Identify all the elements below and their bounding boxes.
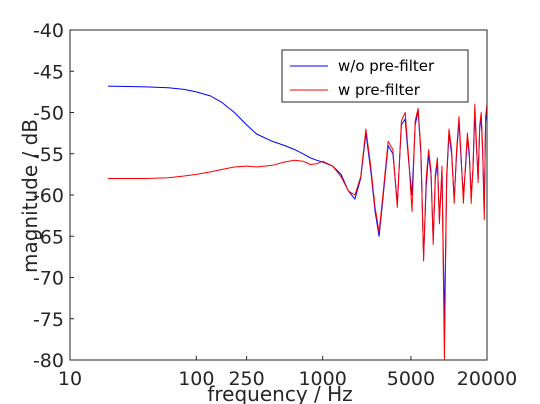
x-tick-label: 5000 <box>387 368 435 390</box>
y-tick-label: -55 <box>33 144 64 166</box>
legend-label-w-prefilter: w pre-filter <box>338 81 421 99</box>
y-tick-label: -75 <box>33 309 64 331</box>
y-tick-label: -40 <box>33 20 64 42</box>
x-tick-label: 10 <box>58 368 82 390</box>
x-tick-label: 100 <box>178 368 214 390</box>
legend: w/o pre-filter w pre-filter <box>281 49 469 103</box>
tick-layer: 10 100 250 1000 5000 20000 -80 -75 -70 -65 -60 -55 -… <box>33 20 517 390</box>
y-tick-label: -65 <box>33 226 64 248</box>
legend-label-wo-prefilter: w/o pre-filter <box>338 57 435 75</box>
x-tick-label: 250 <box>228 368 264 390</box>
legend-box <box>281 49 469 103</box>
y-tick-label: -70 <box>33 268 64 290</box>
y-tick-label: -80 <box>33 350 64 372</box>
y-axis-label: magnitude / dB <box>18 119 42 273</box>
y-tick-label: -45 <box>33 61 64 83</box>
series-layer <box>107 85 487 360</box>
y-tick-label: -60 <box>33 185 64 207</box>
series-line-w-prefilter <box>108 103 487 360</box>
x-tick-label: 20000 <box>457 368 517 390</box>
x-tick-label: 1000 <box>298 368 346 390</box>
y-tick-label: -50 <box>33 103 64 125</box>
x-axis-label: frequency / Hz <box>207 382 352 404</box>
